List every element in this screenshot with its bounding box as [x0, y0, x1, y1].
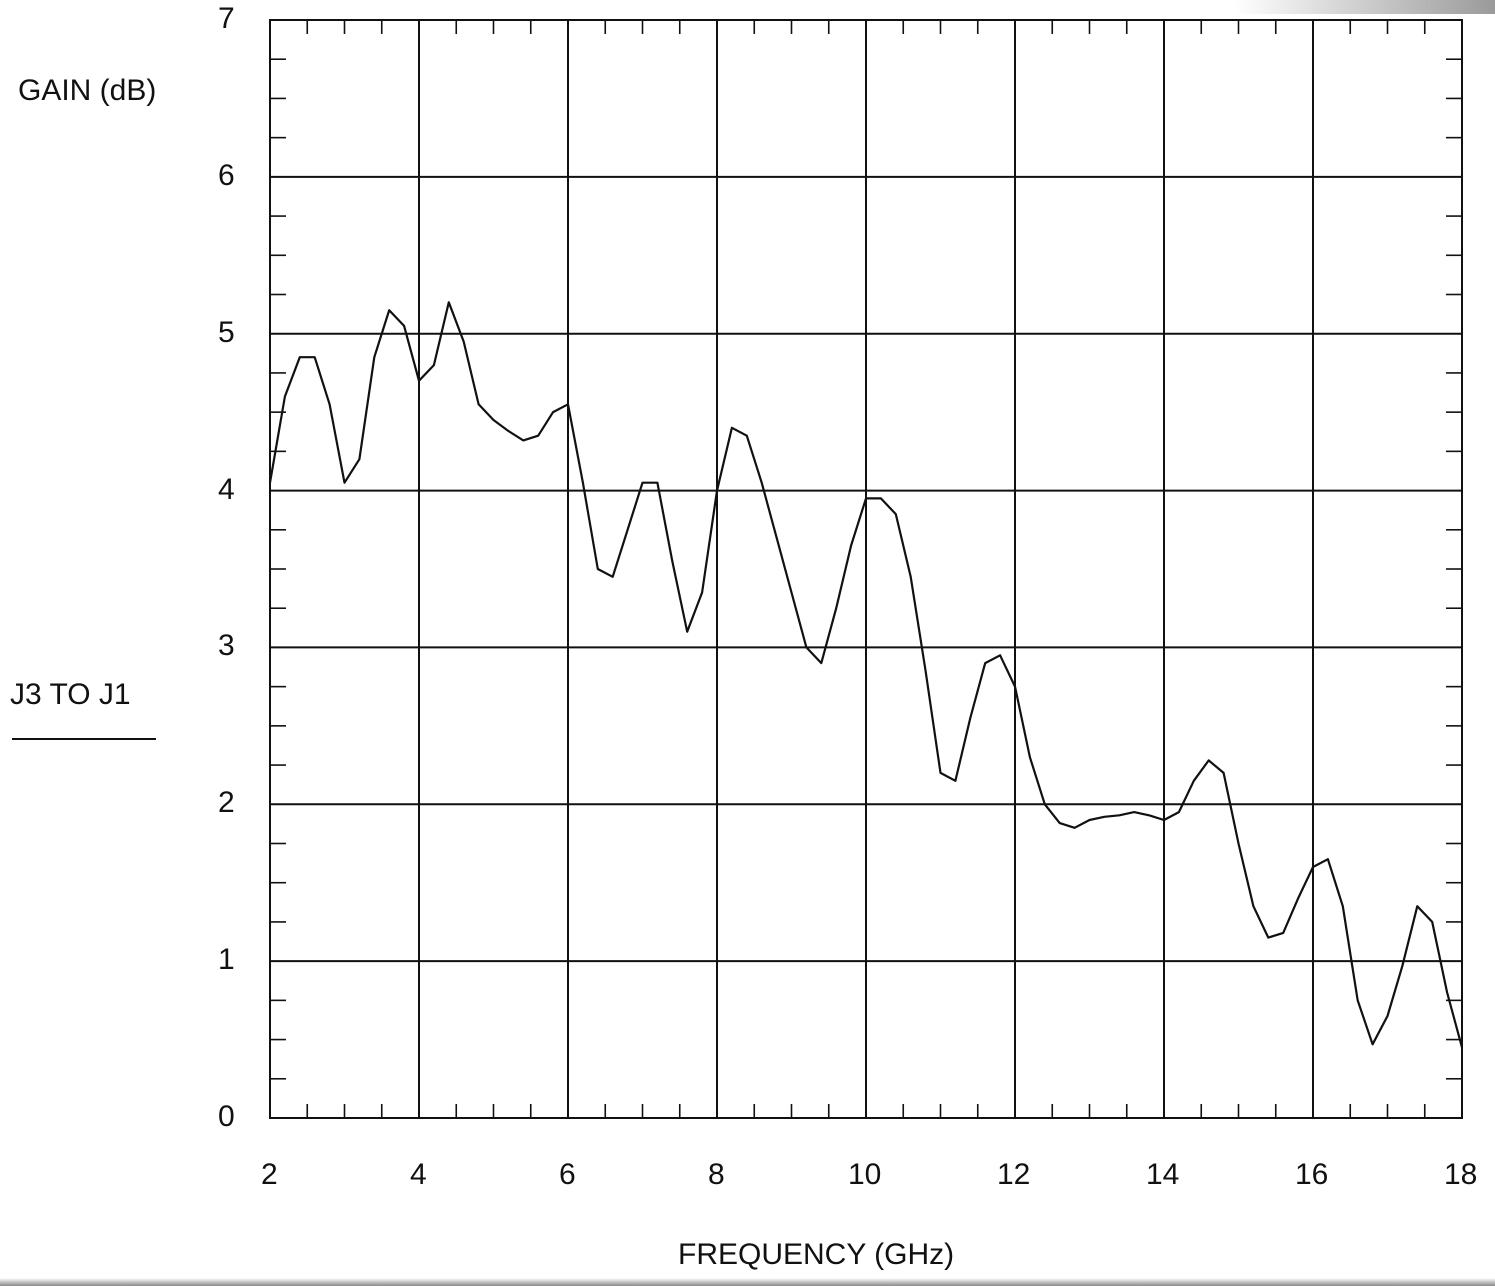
x-tick-label: 10	[848, 1158, 882, 1191]
y-tick-label: 5	[218, 315, 235, 349]
series-label: J3 TO J1	[10, 678, 131, 711]
y-tick-label: 1	[218, 943, 235, 977]
x-axis-label: FREQUENCY (GHz)	[678, 1238, 955, 1271]
grid-lines	[270, 20, 1462, 1118]
plot-frame	[269, 19, 1463, 1119]
x-tick-label: 12	[997, 1158, 1031, 1191]
minor-ticks	[270, 20, 1462, 1118]
x-tick-label: 18	[1444, 1158, 1478, 1191]
x-tick-label: 16	[1295, 1158, 1329, 1191]
y-tick-label: 2	[218, 786, 235, 820]
y-axis-label: GAIN (dB)	[18, 74, 157, 107]
series-legend-line	[12, 738, 156, 740]
scan-edge-shading-top	[1235, 0, 1495, 14]
x-tick-label: 4	[410, 1158, 427, 1191]
y-tick-label: 7	[218, 2, 235, 35]
x-tick-label: 2	[261, 1158, 278, 1191]
y-tick-label: 3	[218, 629, 235, 663]
y-tick-label: 4	[218, 472, 235, 506]
y-tick-label: 0	[218, 1100, 235, 1133]
scan-edge-shading-bottom	[0, 1278, 1495, 1286]
x-tick-label: 8	[708, 1158, 725, 1191]
series-line-j3-to-j1	[268, 301, 1464, 1048]
x-tick-label: 6	[559, 1158, 576, 1191]
x-tick-label: 14	[1146, 1158, 1180, 1191]
y-tick-label: 6	[218, 158, 235, 192]
